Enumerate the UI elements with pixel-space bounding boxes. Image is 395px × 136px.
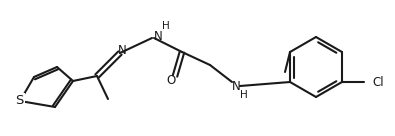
Text: N: N (118, 44, 126, 56)
Text: H: H (240, 90, 248, 100)
Text: O: O (166, 75, 176, 87)
Text: S: S (15, 95, 23, 107)
Text: N: N (154, 30, 162, 42)
Text: N: N (231, 81, 241, 94)
Text: Cl: Cl (372, 75, 384, 89)
Text: H: H (162, 21, 170, 31)
